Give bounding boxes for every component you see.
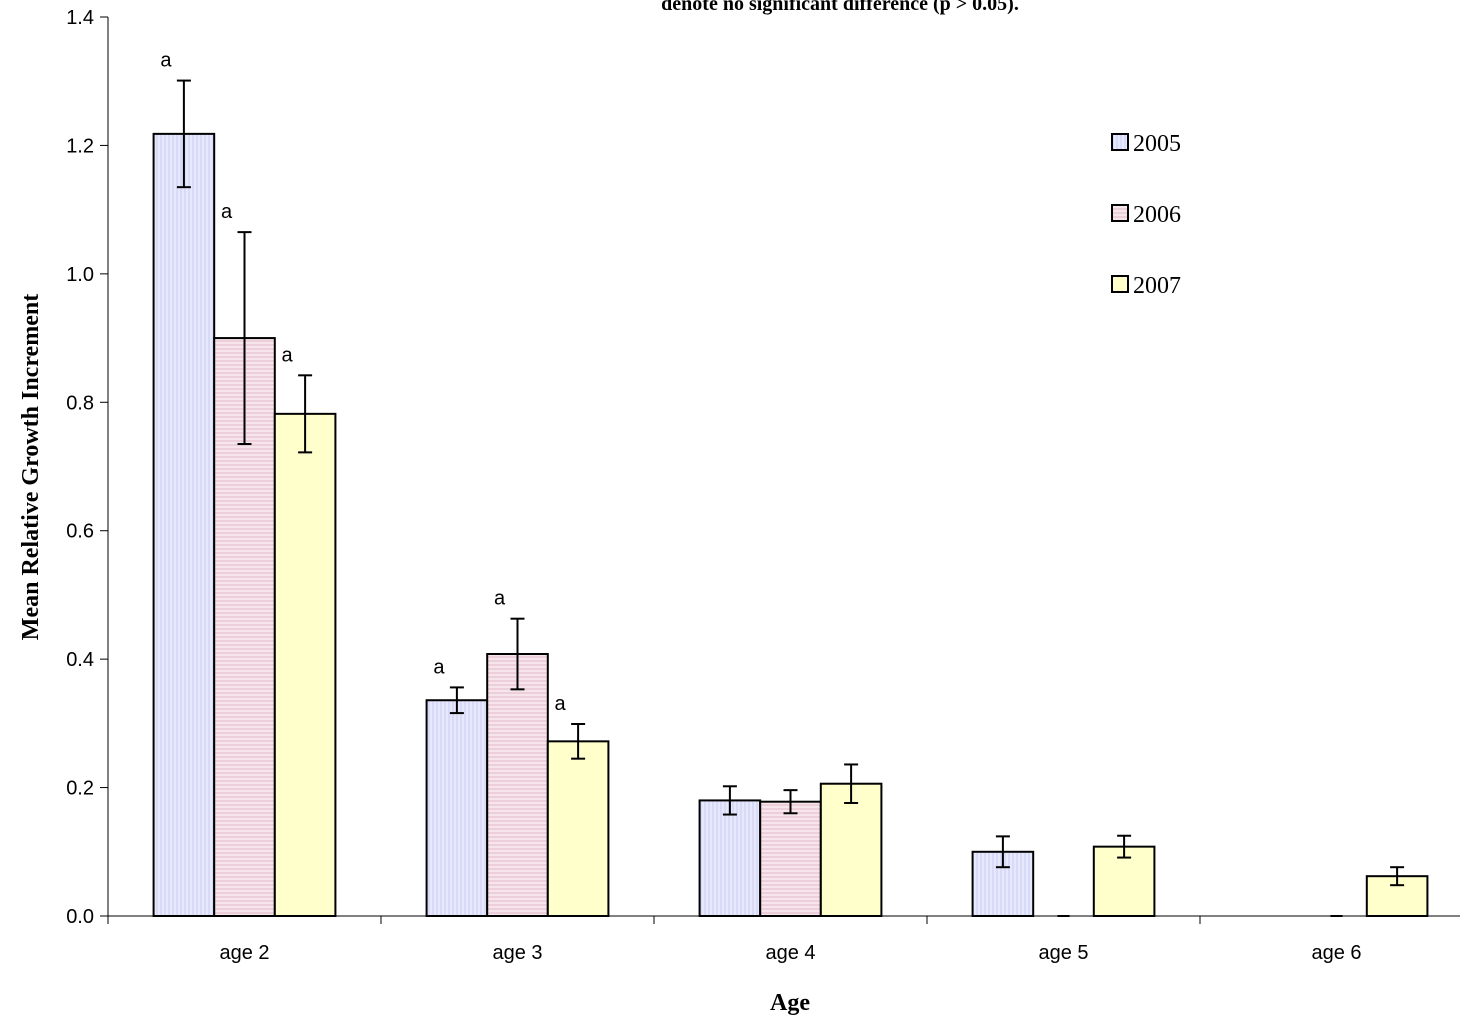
y-axis: 0.0 0.2 0.4 0.6 0.8 1.0 1.2 1.4 bbox=[66, 7, 109, 928]
x-tick-label: age 5 bbox=[1038, 942, 1088, 964]
legend-swatch bbox=[1111, 133, 1129, 151]
x-tick-label: age 4 bbox=[765, 942, 815, 964]
y-tick-label: 1.0 bbox=[66, 264, 94, 286]
legend-label: 2007 bbox=[1133, 273, 1181, 299]
data-label: a bbox=[433, 656, 445, 678]
data-label: a bbox=[282, 344, 294, 366]
data-label: a bbox=[160, 50, 172, 72]
x-tick-label: age 2 bbox=[219, 942, 269, 964]
legend-label: 2005 bbox=[1133, 131, 1181, 157]
bar bbox=[425, 699, 489, 917]
bar bbox=[546, 740, 610, 918]
legend-swatch bbox=[1111, 275, 1129, 293]
bar bbox=[273, 412, 337, 917]
data-label: a bbox=[555, 693, 567, 715]
y-tick-label: 0.6 bbox=[66, 521, 94, 543]
y-tick-label: 0.8 bbox=[66, 392, 94, 414]
y-tick-label: 1.4 bbox=[66, 7, 94, 29]
bar bbox=[152, 132, 216, 917]
bar bbox=[486, 653, 549, 918]
y-tick-label: 0.0 bbox=[66, 906, 94, 928]
legend: 2005 2006 2007 bbox=[1111, 131, 1181, 299]
data-label: a bbox=[494, 588, 506, 610]
x-tick-label: age 3 bbox=[492, 942, 542, 964]
legend-label: 2006 bbox=[1133, 202, 1181, 228]
x-tick-label: age 6 bbox=[1311, 942, 1361, 964]
chart-title: denote no significant difference (p > 0.… bbox=[661, 0, 1019, 15]
bar bbox=[819, 782, 883, 917]
bar bbox=[759, 800, 822, 917]
y-tick-label: 1.2 bbox=[66, 135, 94, 157]
data-label: a bbox=[221, 201, 233, 223]
x-axis-title: Age bbox=[770, 990, 810, 1016]
y-tick-label: 0.4 bbox=[66, 649, 94, 671]
y-tick-label: 0.2 bbox=[66, 778, 94, 800]
legend-swatch bbox=[1111, 204, 1129, 222]
bar bbox=[698, 799, 762, 918]
x-axis: age 2 age 3 age 4 age 5 age 6 bbox=[107, 915, 1460, 964]
y-axis-title: Mean Relative Growth Increment bbox=[18, 294, 44, 640]
bars: a a a a a a bbox=[152, 50, 1429, 918]
